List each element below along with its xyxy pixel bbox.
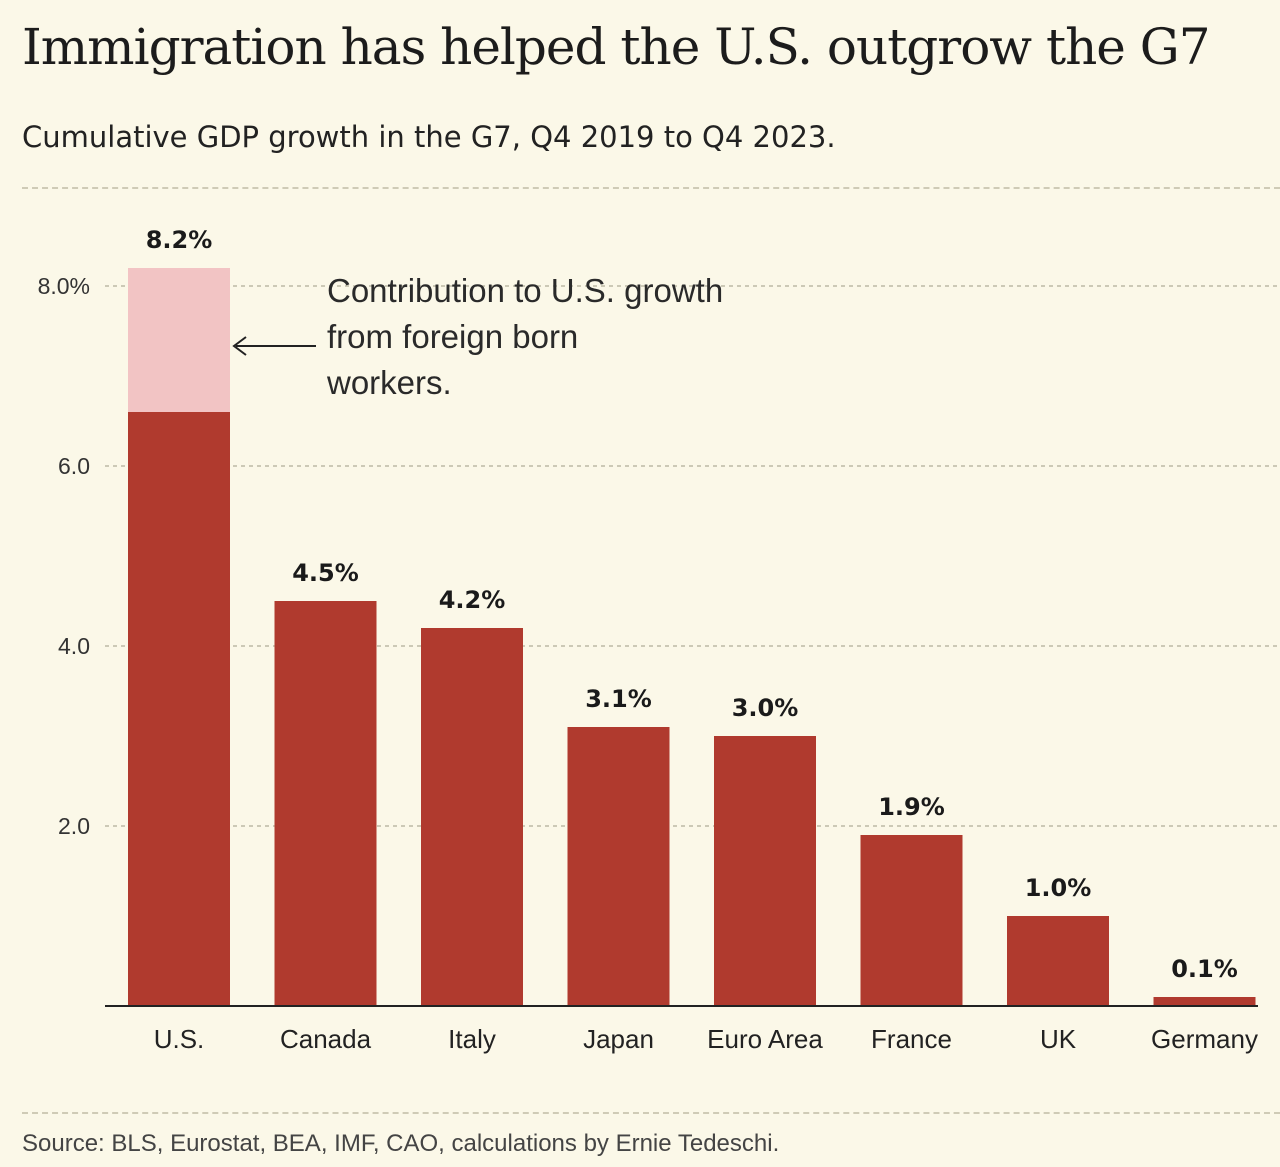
- bar: [714, 736, 816, 1006]
- category-label: France: [871, 1024, 952, 1054]
- annotation-text-line: Contribution to U.S. growth: [327, 272, 723, 309]
- value-label: 1.9%: [878, 793, 945, 821]
- chart-title: Immigration has helped the U.S. outgrow …: [22, 18, 1211, 76]
- bar: [421, 628, 523, 1006]
- annotation-text-line: from foreign born: [327, 318, 578, 355]
- bars: [128, 268, 1256, 1006]
- value-label: 4.5%: [292, 559, 359, 587]
- bar: [567, 727, 670, 1006]
- source-note: Source: BLS, Eurostat, BEA, IMF, CAO, ca…: [22, 1130, 780, 1157]
- value-label: 8.2%: [146, 226, 213, 254]
- category-label: Japan: [583, 1024, 654, 1054]
- category-label: Euro Area: [707, 1024, 823, 1054]
- top-divider: [22, 187, 1280, 189]
- bar: [128, 412, 230, 1006]
- category-label: Germany: [1151, 1024, 1258, 1054]
- value-labels: 8.2% 4.5% 4.2% 3.1% 3.0% 1.9% 1.0% 0.1%: [146, 226, 1238, 983]
- bottom-divider: [22, 1112, 1280, 1114]
- value-label: 0.1%: [1171, 955, 1238, 983]
- arrow-left-icon: [232, 336, 247, 356]
- chart-subtitle: Cumulative GDP growth in the G7, Q4 2019…: [22, 120, 836, 154]
- category-label: Italy: [448, 1024, 496, 1054]
- annotation-text-line: workers.: [326, 364, 452, 401]
- category-label: Canada: [280, 1024, 372, 1054]
- category-label: UK: [1040, 1024, 1077, 1054]
- bar: [860, 835, 963, 1006]
- value-label: 1.0%: [1025, 874, 1092, 902]
- y-tick-label: 6.0: [58, 453, 90, 479]
- value-label: 3.0%: [732, 694, 799, 722]
- y-tick-label: 8.0%: [38, 273, 90, 299]
- y-tick-label: 2.0: [58, 813, 90, 839]
- annotation: Contribution to U.S. growth from foreign …: [232, 272, 723, 401]
- bar-foreign-born-contribution: [128, 268, 230, 412]
- category-label: U.S.: [154, 1024, 205, 1054]
- bar: [274, 601, 377, 1006]
- category-labels: U.S. Canada Italy Japan Euro Area France UK Ger…: [154, 1024, 1258, 1054]
- bar: [1007, 916, 1109, 1006]
- value-label: 4.2%: [439, 586, 506, 614]
- value-label: 3.1%: [585, 685, 652, 713]
- bar: [1153, 997, 1256, 1006]
- y-tick-label: 4.0: [58, 633, 90, 659]
